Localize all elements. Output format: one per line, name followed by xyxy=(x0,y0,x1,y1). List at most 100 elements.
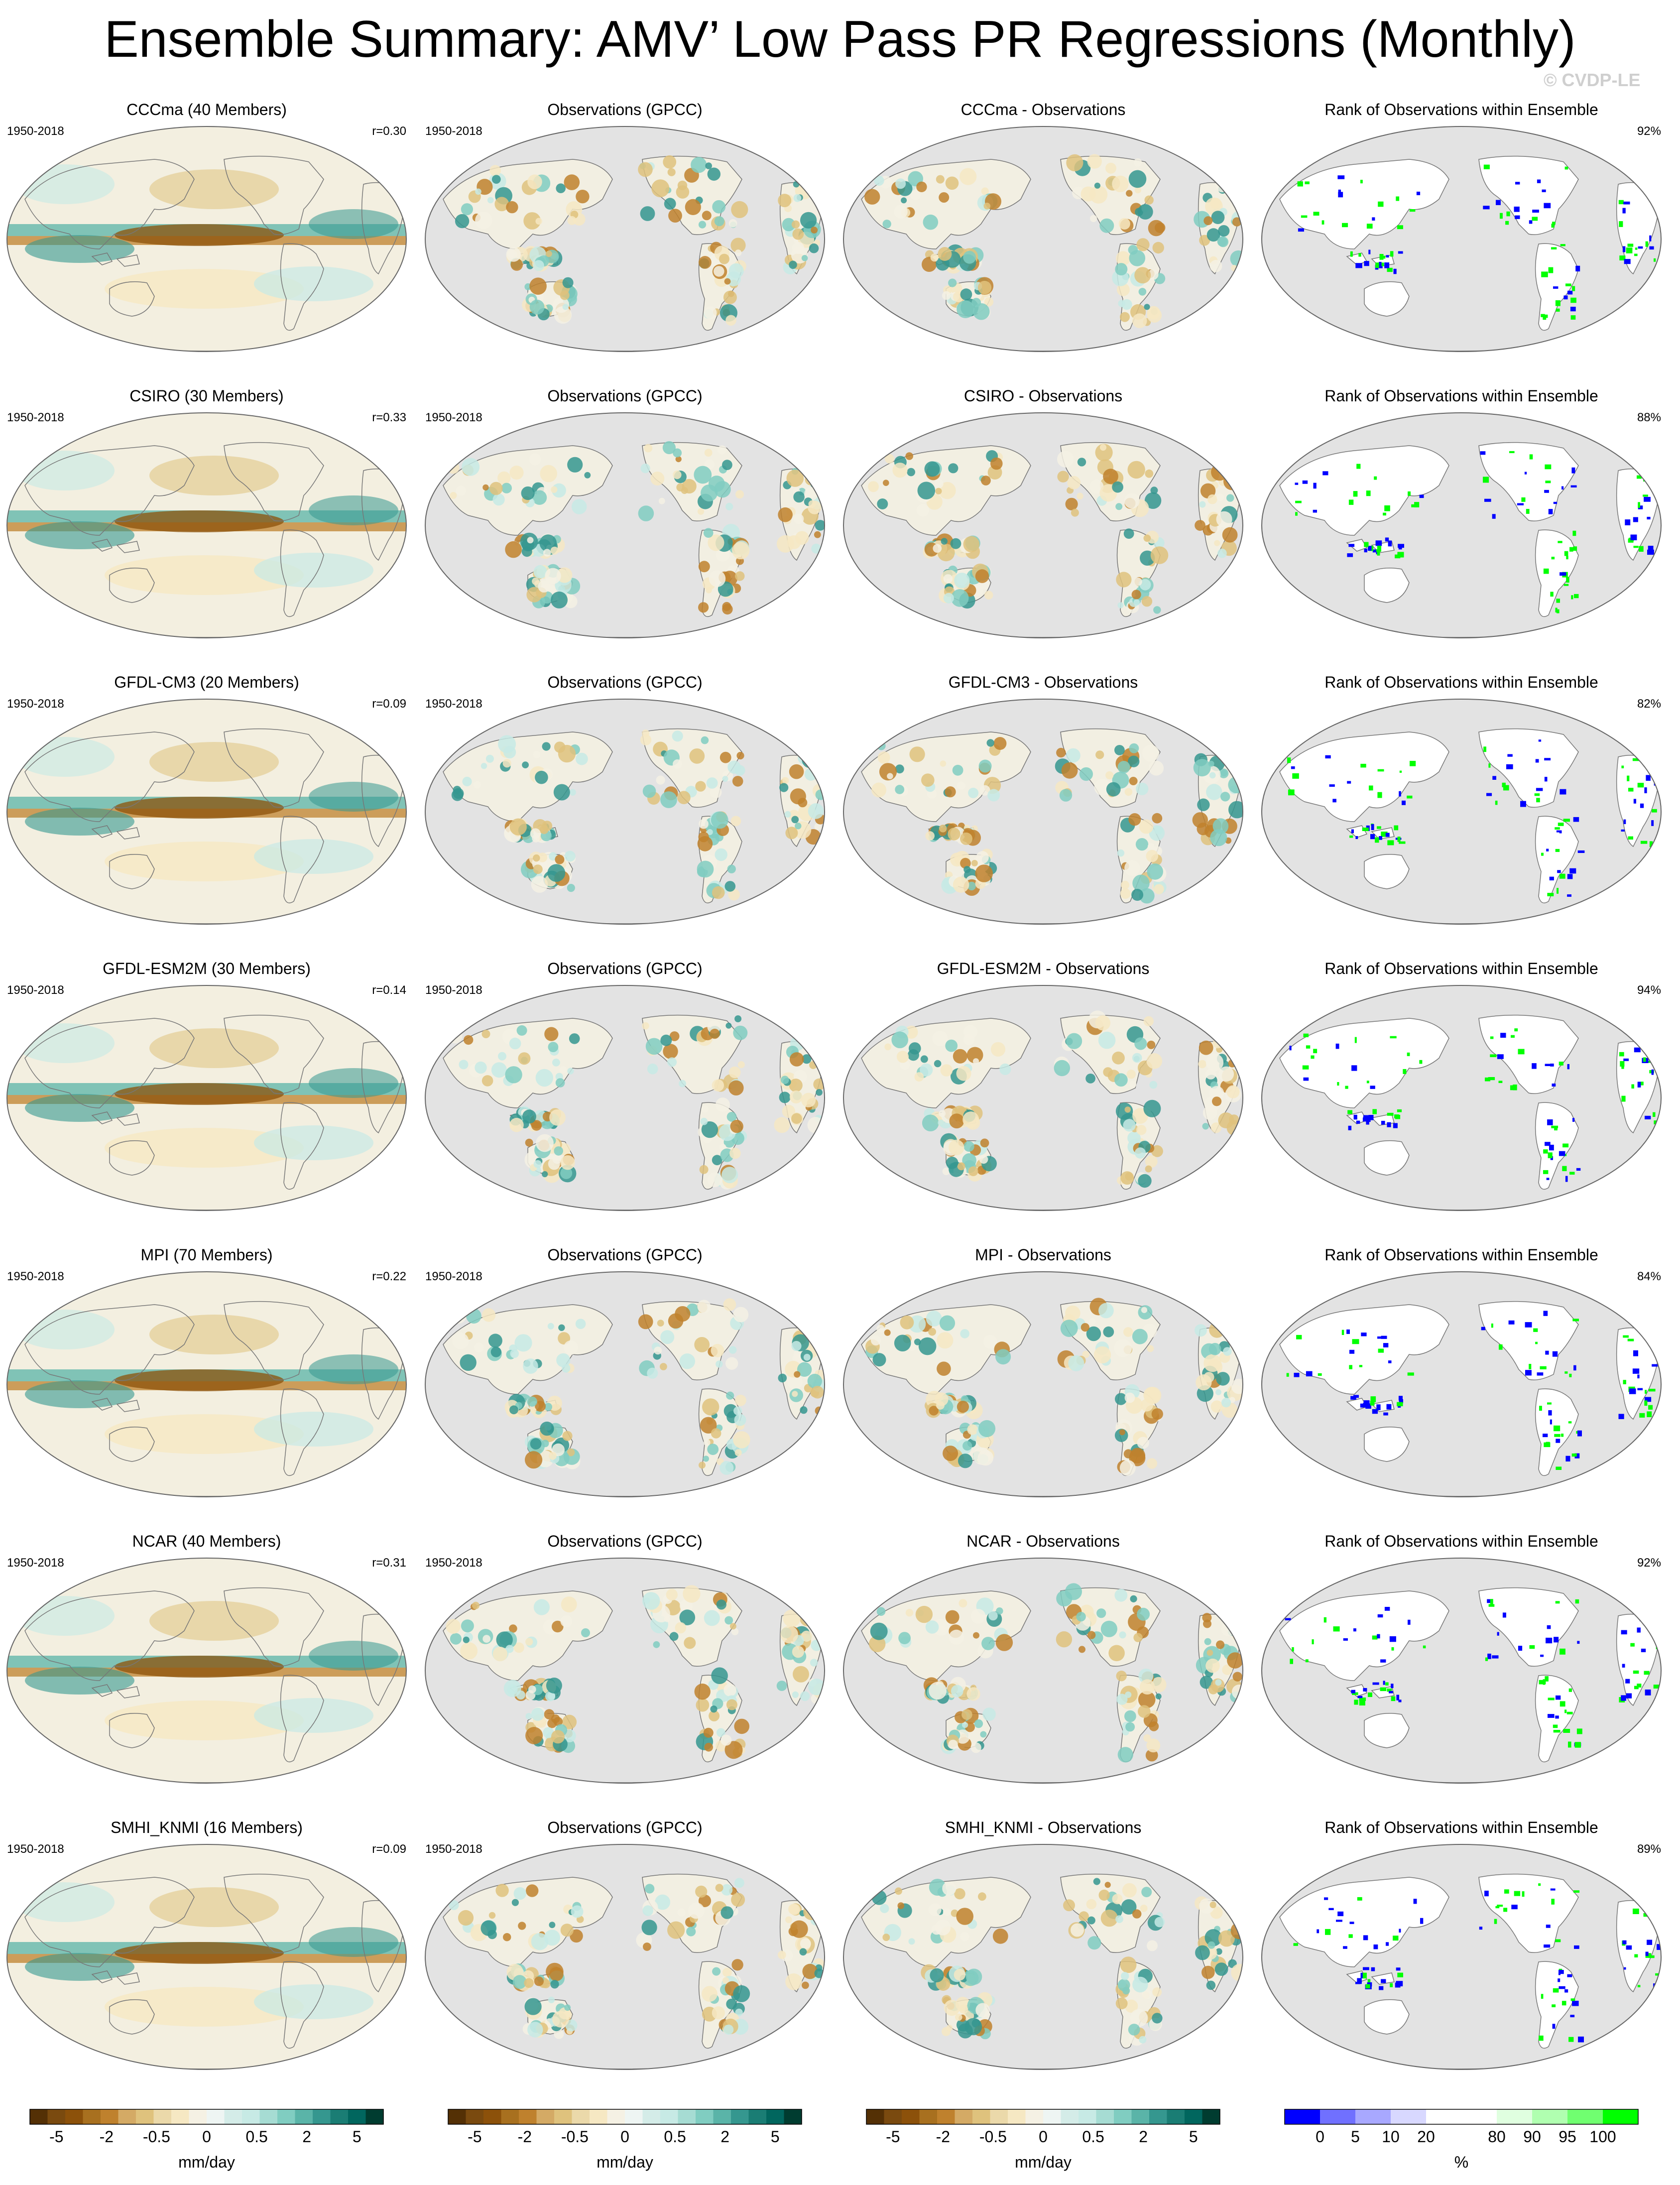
map-panel-diff: NCAR - Observations xyxy=(837,1531,1250,1810)
rank-map xyxy=(1261,1844,1662,2070)
colorbar-tick-label: -5 xyxy=(886,2128,900,2146)
period-label: 1950-2018 xyxy=(425,1556,482,1570)
panel-title: Rank of Observations within Ensemble xyxy=(1324,1532,1598,1550)
colorbar-swatch xyxy=(30,2109,48,2124)
colorbar-tick-label: 2 xyxy=(720,2128,729,2146)
map-panel-obs: Observations (GPCC) 1950-2018 xyxy=(418,100,832,378)
rank-map xyxy=(1261,412,1662,638)
colorbar-swatch xyxy=(1167,2109,1185,2124)
map-panel-obs: Observations (GPCC) 1950-2018 xyxy=(418,1531,832,1810)
colorbar-swatch xyxy=(713,2109,731,2124)
colorbar-swatch xyxy=(519,2109,537,2124)
period-label: 1950-2018 xyxy=(425,1842,482,1856)
panel-title: CCCma - Observations xyxy=(960,101,1126,119)
colorbar-swatch xyxy=(990,2109,1008,2124)
period-label: 1950-2018 xyxy=(425,124,482,138)
colorbar-tick-label: -5 xyxy=(468,2128,481,2146)
colorbar-swatch xyxy=(1567,2109,1603,2124)
diff-map xyxy=(843,412,1243,638)
panel-title: SMHI_KNMI (16 Members) xyxy=(111,1819,303,1836)
panel-title: Observations (GPCC) xyxy=(547,1819,703,1836)
colorbar-swatch xyxy=(47,2109,66,2124)
colorbar-tick-label: -0.5 xyxy=(143,2128,170,2146)
colorbar-tick-label: 0.5 xyxy=(245,2128,267,2146)
colorbar-tick-label: 5 xyxy=(353,2128,361,2146)
rank-map xyxy=(1261,985,1662,1211)
map-panel-rank: Rank of Observations within Ensemble 92% xyxy=(1255,100,1668,378)
colorbar-swatch xyxy=(1202,2109,1220,2124)
colorbar-model: -5 -2 -0.5 0 0.5 2 5 mm/day xyxy=(20,2107,393,2177)
model-map xyxy=(6,412,407,638)
model-map xyxy=(6,699,407,925)
colorbar-tick-label: -2 xyxy=(100,2128,114,2146)
map-panel-model: SMHI_KNMI (16 Members) 1950-2018 r=0.09 xyxy=(0,1818,413,2096)
colorbar-tick-label: -5 xyxy=(49,2128,63,2146)
colorbar-swatch xyxy=(466,2109,484,2124)
rank-percent-label: 84% xyxy=(1637,1270,1661,1283)
colorbar-swatch xyxy=(1355,2109,1391,2124)
map-panel-rank: Rank of Observations within Ensemble 82% xyxy=(1255,672,1668,951)
map-panel-diff: GFDL-CM3 - Observations xyxy=(837,672,1250,951)
colorbar-tick-label: 0 xyxy=(202,2128,211,2146)
colorbar-swatch xyxy=(1025,2109,1044,2124)
colorbar-tick-label: 5 xyxy=(771,2128,780,2146)
colorbar-swatch xyxy=(1131,2109,1150,2124)
colorbar-swatch xyxy=(189,2109,207,2124)
colorbar-rank: 0 5 10 20 80 90 95 100 % xyxy=(1275,2107,1648,2177)
colorbar-tick-label: 80 xyxy=(1488,2128,1506,2146)
diff-map xyxy=(843,1558,1243,1784)
colorbar-swatch xyxy=(365,2109,384,2124)
rank-percent-label: 88% xyxy=(1637,411,1661,424)
colorbar-swatch xyxy=(572,2109,590,2124)
colorbar-swatch xyxy=(348,2109,366,2124)
panel-title: Rank of Observations within Ensemble xyxy=(1324,673,1598,691)
panel-title: GFDL-CM3 - Observations xyxy=(948,673,1138,691)
colorbar-swatch xyxy=(1426,2109,1462,2124)
colorbar-swatch xyxy=(1185,2109,1202,2124)
diff-map xyxy=(843,699,1243,925)
period-label: 1950-2018 xyxy=(425,1270,482,1283)
map-panel-diff: CSIRO - Observations xyxy=(837,386,1250,665)
colorbar-swatch xyxy=(295,2109,313,2124)
colorbar-swatch xyxy=(1532,2109,1568,2124)
panel-title: CSIRO (30 Members) xyxy=(129,387,284,405)
colorbar-swatch xyxy=(136,2109,154,2124)
rank-map xyxy=(1261,1558,1662,1784)
diff-map xyxy=(843,985,1243,1211)
colorbar-swatch xyxy=(1320,2109,1356,2124)
colorbar-swatch xyxy=(1061,2109,1079,2124)
rank-map xyxy=(1261,1271,1662,1497)
rank-percent-label: 92% xyxy=(1637,1556,1661,1570)
colorbar-swatch xyxy=(536,2109,555,2124)
panel-title: Observations (GPCC) xyxy=(547,101,703,119)
colorbar-swatch xyxy=(660,2109,678,2124)
period-label: 1950-2018 xyxy=(425,983,482,997)
colorbar-tick-label: -2 xyxy=(518,2128,532,2146)
period-label: 1950-2018 xyxy=(425,697,482,711)
colorbar-swatch xyxy=(65,2109,83,2124)
map-panel-obs: Observations (GPCC) 1950-2018 xyxy=(418,386,832,665)
colorbar-swatch xyxy=(1149,2109,1167,2124)
obs-map xyxy=(425,1558,825,1784)
panel-title: Observations (GPCC) xyxy=(547,1532,703,1550)
colorbar-swatch xyxy=(1008,2109,1026,2124)
colorbar-swatch xyxy=(955,2109,973,2124)
colorbar-swatch xyxy=(1114,2109,1132,2124)
panel-title: CCCma (40 Members) xyxy=(126,101,287,119)
panel-title: CSIRO - Observations xyxy=(963,387,1123,405)
colorbar-swatch xyxy=(696,2109,714,2124)
colorbar-rank-unit: % xyxy=(1454,2153,1469,2171)
model-map xyxy=(6,1558,407,1784)
colorbar-swatch xyxy=(448,2109,466,2124)
colorbar-swatch xyxy=(1497,2109,1533,2124)
panel-title: GFDL-ESM2M (30 Members) xyxy=(103,960,311,977)
map-panel-obs: Observations (GPCC) 1950-2018 xyxy=(418,1818,832,2096)
colorbar-swatch xyxy=(330,2109,349,2124)
colorbar-tick-label: 0 xyxy=(1039,2128,1048,2146)
pattern-correlation-label: r=0.14 xyxy=(372,983,406,997)
colorbar-swatch xyxy=(972,2109,990,2124)
colorbar-observations-unit: mm/day xyxy=(597,2153,653,2171)
colorbar-swatch xyxy=(642,2109,661,2124)
pattern-correlation-label: r=0.09 xyxy=(372,1842,406,1856)
colorbar-tick-label: 20 xyxy=(1417,2128,1435,2146)
